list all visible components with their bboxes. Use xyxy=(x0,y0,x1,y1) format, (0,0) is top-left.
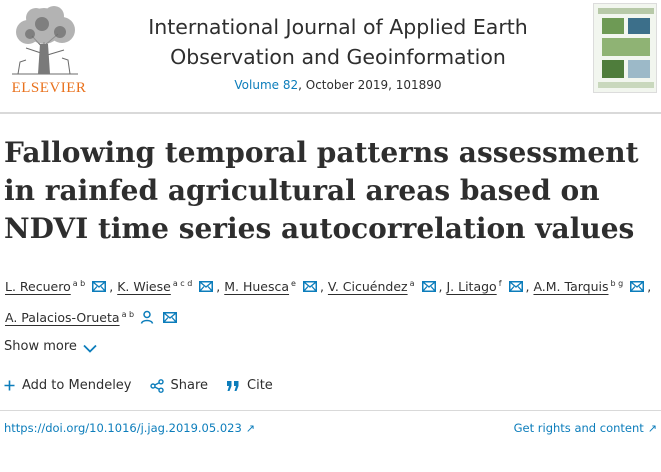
affiliation-marker[interactable]: f xyxy=(498,279,502,288)
author-name-link[interactable]: L. Recuero xyxy=(5,279,71,295)
journal-issue-info: Volume 82, October 2019, 101890 xyxy=(88,78,588,92)
external-link-icon: ↗ xyxy=(245,422,256,435)
doi-text: https://doi.org/10.1016/j.jag.2019.05.02… xyxy=(4,421,242,435)
show-more-button[interactable]: Show more xyxy=(4,339,97,354)
article-actions: Add to Mendeley Share Cite xyxy=(4,378,273,393)
author-name-link[interactable]: A. Palacios-Orueta xyxy=(5,310,120,326)
author-name-link[interactable]: V. Cicuéndez xyxy=(327,279,408,295)
author-entry: V. Cicuéndez a , xyxy=(327,279,443,295)
corresponding-author-icon[interactable] xyxy=(140,310,154,325)
journal-header: ELSEVIER International Journal of Applie… xyxy=(0,0,661,108)
show-more-label: Show more xyxy=(4,339,77,354)
author-entry: M. Huesca e , xyxy=(224,279,324,295)
author-entry: J. Litago f , xyxy=(446,279,530,295)
quote-icon xyxy=(227,380,239,391)
author-name-link[interactable]: K. Wiese xyxy=(117,279,171,295)
email-icon[interactable] xyxy=(92,281,107,293)
cite-button[interactable]: Cite xyxy=(226,378,273,393)
mendeley-label: Add to Mendeley xyxy=(22,378,132,393)
affiliation-marker[interactable]: b g xyxy=(610,279,624,288)
affiliation-marker[interactable]: a b xyxy=(72,279,86,288)
email-icon[interactable] xyxy=(508,281,523,293)
external-link-icon: ↗ xyxy=(647,422,657,435)
article-title: Fallowing temporal patterns assessment i… xyxy=(4,136,639,245)
affiliation-marker[interactable]: a b xyxy=(121,310,135,320)
volume-link[interactable]: Volume 82 xyxy=(234,78,299,92)
author-entry: A.M. Tarquis b g , xyxy=(533,279,652,295)
journal-info: International Journal of Applied Earth O… xyxy=(88,12,588,92)
journal-cover-image[interactable] xyxy=(593,3,657,93)
share-button[interactable]: Share xyxy=(149,378,209,393)
issue-details: , October 2019, 101890 xyxy=(298,78,442,92)
elsevier-logo[interactable]: ELSEVIER xyxy=(4,4,86,96)
affiliation-marker[interactable]: a xyxy=(409,279,415,288)
email-icon[interactable] xyxy=(630,281,645,293)
doi-link[interactable]: https://doi.org/10.1016/j.jag.2019.05.02… xyxy=(4,421,255,435)
email-icon[interactable] xyxy=(421,281,436,293)
author-entry: L. Recuero a b , xyxy=(5,279,114,295)
cite-label: Cite xyxy=(247,378,273,393)
publisher-name: ELSEVIER xyxy=(11,80,87,96)
add-to-mendeley-button[interactable]: Add to Mendeley xyxy=(4,378,132,393)
author-entry: K. Wiese a c d , xyxy=(117,279,221,295)
affiliation-marker[interactable]: a c d xyxy=(172,279,193,288)
email-icon[interactable] xyxy=(302,281,317,293)
plus-icon xyxy=(4,380,15,391)
rights-and-content-link[interactable]: Get rights and content ↗ xyxy=(514,421,657,435)
author-name-link[interactable]: A.M. Tarquis xyxy=(533,279,609,295)
share-icon xyxy=(149,378,164,393)
author-name-link[interactable]: M. Huesca xyxy=(224,279,290,295)
cover-thumbnail-icon xyxy=(594,4,656,92)
journal-title[interactable]: International Journal of Applied Earth O… xyxy=(148,15,528,69)
elsevier-tree-icon xyxy=(4,4,86,76)
email-icon[interactable] xyxy=(199,281,214,293)
author-name-link[interactable]: J. Litago xyxy=(446,279,497,295)
author-entry: A. Palacios-Orueta a b xyxy=(5,310,180,325)
footer-divider xyxy=(0,410,661,411)
author-list: L. Recuero a b , K. Wiese a c d , M. Huesc… xyxy=(5,270,657,332)
email-icon[interactable] xyxy=(163,312,178,324)
affiliation-marker[interactable]: e xyxy=(291,279,296,288)
share-label: Share xyxy=(170,378,209,393)
rights-text: Get rights and content xyxy=(513,421,644,435)
chevron-down-icon xyxy=(83,344,97,353)
header-divider xyxy=(0,112,661,114)
